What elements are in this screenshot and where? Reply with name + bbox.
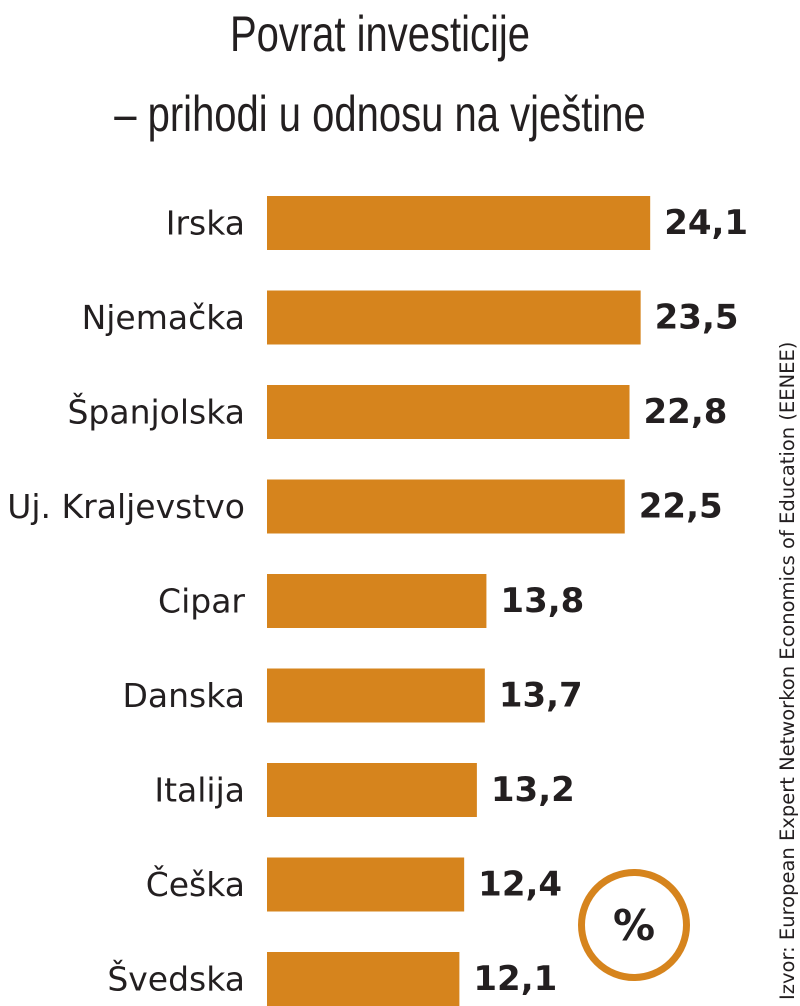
bar-uj-kraljevstvo — [267, 479, 625, 534]
bar-svedska — [267, 952, 460, 1006]
bar-spanjolska — [267, 385, 630, 439]
bar-cipar — [267, 574, 487, 628]
category-label-ceska: Češka — [146, 864, 245, 904]
bar-danska — [267, 668, 485, 723]
percent-unit-label: % — [612, 900, 656, 950]
category-label-svedska: Švedska — [107, 959, 245, 999]
value-label-svedska: 12,1 — [473, 959, 557, 999]
bar-ceska — [267, 857, 465, 912]
category-label-italija: Italija — [154, 771, 245, 810]
source-note: Izvor: European Expert Networkon Economi… — [776, 341, 799, 1000]
bar-italija — [267, 763, 477, 817]
value-label-spanjolska: 22,8 — [644, 392, 728, 432]
value-label-cipar: 13,8 — [500, 581, 584, 621]
category-label-cipar: Cipar — [158, 582, 245, 621]
category-label-njemacka: Njemačka — [82, 298, 245, 337]
percent-unit-badge: % — [578, 869, 690, 981]
value-label-uj-kraljevstvo: 22,5 — [639, 487, 723, 527]
value-label-njemacka: 23,5 — [655, 298, 739, 338]
chart-title-line-1: Povrat investicije — [229, 6, 531, 62]
value-label-irska: 24,1 — [664, 203, 748, 243]
category-label-spanjolska: Španjolska — [67, 392, 245, 432]
value-label-danska: 13,7 — [499, 676, 583, 716]
category-label-uj-kraljevstvo: Uj. Kraljevstvo — [7, 487, 245, 526]
category-label-irska: Irska — [166, 204, 245, 243]
bar-njemacka — [267, 290, 641, 345]
chart-title-line-2: – prihodi u odnosu na vještine — [114, 86, 646, 142]
bar-irska — [267, 196, 651, 250]
value-label-italija: 13,2 — [491, 770, 575, 810]
category-label-danska: Danska — [123, 676, 246, 715]
value-label-ceska: 12,4 — [478, 865, 562, 905]
